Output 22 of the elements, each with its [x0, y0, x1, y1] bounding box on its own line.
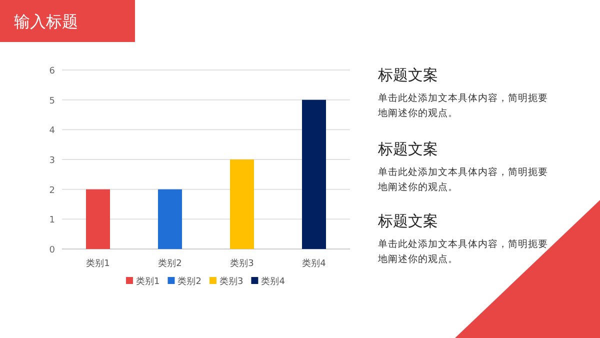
text: 单击此处添加文本具体内容，简明扼要地阐述你的观点。	[378, 166, 549, 195]
legend-label: 类别1	[136, 276, 160, 287]
legend-label: 类别4	[261, 276, 286, 287]
x-tick-label: 类别2	[158, 258, 182, 269]
text: 标题文案	[378, 66, 438, 85]
text: 单击此处添加文本具体内容，简明扼要地阐述你的观点。	[378, 238, 549, 267]
x-tick-label: 类别4	[302, 258, 326, 269]
y-tick-label: 6	[49, 66, 56, 76]
chart-title: 输入标题	[14, 12, 78, 31]
y-tick-label: 5	[49, 96, 55, 106]
text: 标题文案	[378, 212, 438, 231]
legend-label: 类别3	[219, 276, 244, 287]
text: 单击此处添加文本具体内容，简明扼要地阐述你的观点。	[378, 92, 549, 121]
y-tick-label: 2	[49, 186, 55, 196]
y-tick-label: 0	[49, 246, 56, 256]
x-tick-label: 类别3	[230, 258, 254, 269]
y-tick-label: 3	[49, 156, 55, 166]
x-tick-label: 类别1	[86, 258, 110, 269]
legend-label: 类别2	[178, 276, 202, 287]
y-tick-label: 1	[49, 216, 55, 226]
text: 标题文案	[378, 140, 438, 159]
y-tick-label: 4	[49, 126, 56, 136]
